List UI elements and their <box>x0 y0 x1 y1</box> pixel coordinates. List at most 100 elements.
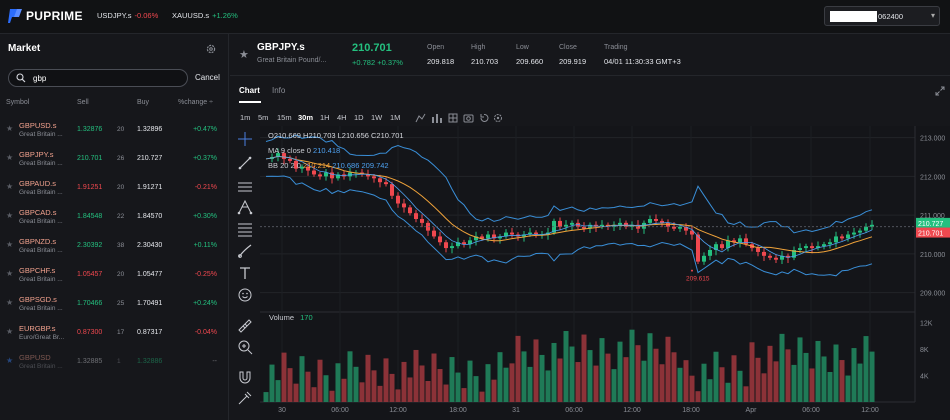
candle[interactable] <box>486 234 490 239</box>
candle[interactable] <box>738 238 742 243</box>
candle[interactable] <box>366 174 370 177</box>
favorite-star-icon[interactable]: ★ <box>6 327 14 336</box>
reset-icon[interactable] <box>480 113 489 122</box>
candle[interactable] <box>684 226 688 231</box>
market-row[interactable]: ★ GBPNZD.s Great Britain ... 2.30392 38 2.304… <box>0 232 229 261</box>
col-header-sell[interactable]: Sell <box>77 99 89 106</box>
candle[interactable] <box>828 242 832 245</box>
emoji-icon[interactable] <box>237 287 253 303</box>
candle[interactable] <box>414 213 418 219</box>
timeframe-1d[interactable]: 1D <box>354 113 364 122</box>
row-buy[interactable]: 1.70491 <box>137 300 163 307</box>
candle[interactable] <box>312 170 316 175</box>
tab-chart[interactable]: Chart <box>239 86 260 95</box>
zoom-in-icon[interactable] <box>237 339 253 355</box>
candle[interactable] <box>408 207 412 214</box>
row-buy[interactable]: 1.91271 <box>137 184 163 191</box>
candle[interactable] <box>528 232 532 235</box>
row-sell[interactable]: 1.32876 <box>77 126 103 133</box>
candle[interactable] <box>768 255 772 258</box>
candle[interactable] <box>744 238 748 245</box>
candle[interactable] <box>762 251 766 256</box>
timeframe-30m[interactable]: 30m <box>298 113 314 122</box>
favorite-star-icon[interactable]: ★ <box>239 49 249 61</box>
lock-drawings-icon[interactable] <box>237 390 253 406</box>
candle[interactable] <box>498 236 502 239</box>
candle[interactable] <box>288 158 292 161</box>
row-buy[interactable]: 1.32886 <box>137 358 163 365</box>
market-row[interactable]: ★ GBPSGD.s Great Britain ... 1.70466 25 1.704… <box>0 290 229 319</box>
timeframe-1m[interactable]: 1m <box>240 113 251 122</box>
text-tool-icon[interactable] <box>237 265 253 281</box>
candle[interactable] <box>708 250 712 256</box>
candle[interactable] <box>372 176 376 179</box>
candle[interactable] <box>696 234 700 262</box>
pitchfork-icon[interactable] <box>237 199 253 215</box>
indicator-icon[interactable] <box>415 113 426 123</box>
market-row[interactable]: ★ GBPCAD.s Great Britain ... 1.84548 22 1.845… <box>0 203 229 232</box>
candle[interactable] <box>834 236 838 243</box>
candle[interactable] <box>774 257 778 260</box>
candle[interactable] <box>336 174 340 179</box>
candle[interactable] <box>420 219 424 223</box>
candle[interactable] <box>522 234 526 237</box>
candle[interactable] <box>462 242 466 245</box>
candle[interactable] <box>798 248 802 250</box>
candle[interactable] <box>726 240 730 249</box>
market-row[interactable]: ★ GBPAUD.s Great Britain ... 1.91251 20 1.912… <box>0 174 229 203</box>
candle[interactable] <box>450 246 454 249</box>
candle[interactable] <box>810 246 814 249</box>
candle[interactable] <box>702 255 706 262</box>
row-buy[interactable]: 1.32896 <box>137 126 163 133</box>
brush-icon[interactable] <box>237 243 253 259</box>
candle[interactable] <box>780 255 784 260</box>
candle[interactable] <box>840 236 844 239</box>
favorite-star-icon[interactable]: ★ <box>6 182 14 191</box>
grid-icon[interactable] <box>448 113 458 123</box>
price-chart[interactable]: 209.615 213.000 212.000 211.000 210.000 209.0… <box>260 126 950 420</box>
col-header-change[interactable]: %change ÷ <box>178 99 213 106</box>
candle[interactable] <box>558 220 562 227</box>
favorite-star-icon[interactable]: ★ <box>6 211 14 220</box>
candle[interactable] <box>672 226 676 229</box>
candle[interactable] <box>852 232 856 235</box>
candle[interactable] <box>720 244 724 249</box>
candle[interactable] <box>324 172 328 177</box>
gear-icon[interactable] <box>206 44 216 54</box>
candle[interactable] <box>438 236 442 243</box>
candle[interactable] <box>690 230 694 235</box>
row-sell[interactable]: 1.05457 <box>77 271 103 278</box>
candle[interactable] <box>402 203 406 208</box>
row-sell[interactable]: 210.701 <box>77 155 103 162</box>
favorite-star-icon[interactable]: ★ <box>6 356 14 365</box>
row-buy[interactable]: 210.727 <box>137 155 163 162</box>
candle[interactable] <box>480 236 484 239</box>
timeframe-1mo[interactable]: 1M <box>390 113 401 122</box>
row-sell[interactable]: 1.32885 <box>77 358 103 365</box>
row-buy[interactable]: 2.30430 <box>137 242 163 249</box>
market-row[interactable]: ★ GBPUSD Great Britain ... 1.32885 1 1.32886 -… <box>0 348 229 377</box>
candle[interactable] <box>654 219 658 221</box>
row-sell[interactable]: 0.87300 <box>77 329 103 336</box>
candle[interactable] <box>732 240 736 243</box>
settings-icon[interactable] <box>494 114 502 122</box>
candle[interactable] <box>318 174 322 177</box>
ruler-icon[interactable] <box>237 318 253 334</box>
candle[interactable] <box>444 242 448 249</box>
favorite-star-icon[interactable]: ★ <box>6 124 14 133</box>
favorite-star-icon[interactable]: ★ <box>6 269 14 278</box>
candle[interactable] <box>504 232 508 237</box>
candle[interactable] <box>648 219 652 223</box>
account-selector[interactable]: 062400 ▾ <box>824 6 940 26</box>
candle[interactable] <box>786 255 790 258</box>
candle[interactable] <box>792 250 796 258</box>
timeframe-1h[interactable]: 1H <box>320 113 330 122</box>
candle[interactable] <box>870 224 874 227</box>
brand-logo[interactable]: PUPRIME <box>8 8 83 24</box>
tab-info[interactable]: Info <box>272 86 286 95</box>
candle[interactable] <box>714 244 718 250</box>
candle[interactable] <box>660 220 664 223</box>
row-sell[interactable]: 1.70466 <box>77 300 103 307</box>
candle[interactable] <box>456 242 460 247</box>
candle[interactable] <box>666 222 670 227</box>
